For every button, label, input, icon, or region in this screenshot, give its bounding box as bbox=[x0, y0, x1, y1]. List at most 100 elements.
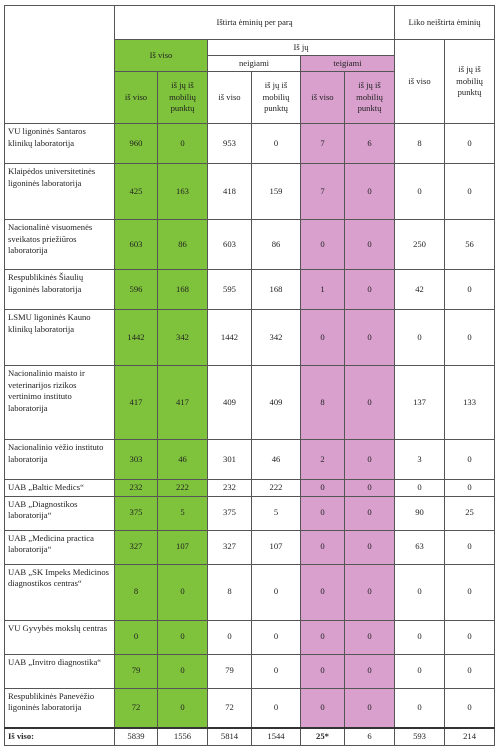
table-cell: 327 bbox=[207, 529, 252, 565]
table-cell: 960 bbox=[114, 123, 158, 164]
table-cell: 0 bbox=[394, 653, 446, 689]
positive-header: teigiami bbox=[299, 55, 396, 72]
table-cell: 25 bbox=[444, 495, 496, 531]
table-cell: 8 bbox=[394, 123, 446, 164]
totals-cell: 6 bbox=[343, 727, 396, 746]
table-cell: 0 bbox=[343, 219, 396, 270]
table-cell: 0 bbox=[343, 529, 396, 565]
table-cell: 222 bbox=[251, 479, 301, 497]
table-cell: 0 bbox=[343, 365, 396, 440]
table-cell: 79 bbox=[114, 653, 158, 689]
table-cell: 0 bbox=[300, 619, 345, 655]
table-cell: 0 bbox=[251, 687, 301, 729]
table-cell: 7 bbox=[300, 123, 345, 164]
table-cell: 0 bbox=[343, 687, 396, 729]
table-row: UAB „Diagnostikos laboratorija“ 375 5 375 5 0… bbox=[4, 495, 496, 531]
table-cell: 250 bbox=[394, 219, 446, 270]
table-cell: 0 bbox=[251, 563, 301, 621]
table-cell: 79 bbox=[207, 653, 252, 689]
table-cell: 8 bbox=[207, 563, 252, 621]
totals-label: Iš viso: bbox=[4, 727, 115, 746]
table-cell: 0 bbox=[300, 309, 345, 366]
negative-header: neigiami bbox=[207, 55, 301, 72]
table-cell: 303 bbox=[114, 439, 158, 480]
table-cell: 0 bbox=[394, 687, 446, 729]
table-cell: 327 bbox=[114, 529, 158, 565]
table-cell: 46 bbox=[251, 439, 301, 480]
table-cell: 86 bbox=[251, 219, 301, 270]
table-cell: 0 bbox=[251, 619, 301, 655]
table-cell: 0 bbox=[394, 619, 446, 655]
table-cell: 0 bbox=[444, 269, 496, 310]
table-cell: 0 bbox=[114, 619, 158, 655]
mobile-col-header: iš jų iš mobilių punktų bbox=[157, 71, 208, 124]
table-row: Nacionalinio vėžio instituto laboratorij… bbox=[4, 439, 496, 480]
table-cell: 168 bbox=[251, 269, 301, 310]
table-cell: 0 bbox=[343, 479, 396, 497]
tested-header: Ištirta ėminių per parą bbox=[113, 5, 396, 40]
table-cell: 86 bbox=[157, 219, 208, 270]
lab-results-table: Ištirta ėminių per parą Liko neištirta ė… bbox=[4, 5, 496, 746]
table-cell: 72 bbox=[207, 687, 252, 729]
table-cell: 1442 bbox=[114, 309, 158, 366]
table-cell: 46 bbox=[157, 439, 208, 480]
table-cell: 5 bbox=[251, 495, 301, 531]
table-row: VU ligoninės Santaros klinikų laboratori… bbox=[4, 123, 496, 164]
table-cell: 3 bbox=[394, 439, 446, 480]
table-cell: 0 bbox=[343, 619, 396, 655]
total-group-header: Iš viso bbox=[114, 39, 208, 72]
table-row: Klaipėdos universitetinės ligoninės labo… bbox=[4, 163, 496, 220]
table-cell: 8 bbox=[114, 563, 158, 621]
totals-cell: 1556 bbox=[157, 727, 208, 746]
table-cell: 0 bbox=[157, 619, 208, 655]
table-cell: 0 bbox=[444, 619, 496, 655]
table-row: UAB „Baltic Medics“ 232 222 232 222 0 0 0 0 bbox=[4, 479, 496, 497]
table-row: VU Gyvybės mokslų centras 0 0 0 0 0 0 0 0 bbox=[4, 619, 496, 655]
table-cell: 0 bbox=[394, 309, 446, 366]
table-cell: 0 bbox=[444, 123, 496, 164]
table-cell: 6 bbox=[343, 123, 396, 164]
neg-mobile-col-header: iš jų iš mobilių punktų bbox=[251, 71, 301, 124]
table-cell: 168 bbox=[157, 269, 208, 310]
table-cell: 137 bbox=[394, 365, 446, 440]
table-row: UAB „Invitro diagnostika“ 79 0 79 0 0 0 0 0 bbox=[4, 653, 496, 689]
table-cell: 1 bbox=[300, 269, 345, 310]
totals-row: Iš viso: 5839 1556 5814 1544 25* 6 593 214 bbox=[4, 727, 496, 746]
row-label: Nacionalinė visuomenės sveikatos priežiū… bbox=[4, 219, 115, 270]
table-cell: 42 bbox=[394, 269, 446, 310]
table-cell: 0 bbox=[300, 687, 345, 729]
table-cell: 5 bbox=[157, 495, 208, 531]
pos-total-col-header: iš viso bbox=[300, 71, 345, 124]
untested-header: Liko neištirta ėminių bbox=[394, 5, 496, 40]
table-cell: 1442 bbox=[207, 309, 252, 366]
table-cell: 7 bbox=[300, 163, 345, 220]
row-label: UAB „Baltic Medics“ bbox=[4, 479, 115, 497]
row-label: Respublikinės Šiaulių ligoninės laborato… bbox=[4, 269, 115, 310]
table-cell: 232 bbox=[114, 479, 158, 497]
table-cell: 0 bbox=[343, 163, 396, 220]
table-cell: 63 bbox=[394, 529, 446, 565]
table-cell: 0 bbox=[444, 653, 496, 689]
totals-cell: 25* bbox=[300, 727, 345, 746]
table-cell: 301 bbox=[207, 439, 252, 480]
table-cell: 0 bbox=[300, 529, 345, 565]
table-cell: 0 bbox=[157, 687, 208, 729]
table-cell: 375 bbox=[114, 495, 158, 531]
totals-cell: 593 bbox=[394, 727, 446, 746]
row-label: UAB „Medicina practica laboratorija“ bbox=[4, 529, 115, 565]
table-cell: 0 bbox=[444, 563, 496, 621]
table-cell: 90 bbox=[394, 495, 446, 531]
table-row: UAB „SK Impeks Medicinos diagnostikos ce… bbox=[4, 563, 496, 621]
table-cell: 342 bbox=[251, 309, 301, 366]
table-cell: 0 bbox=[300, 563, 345, 621]
table-cell: 0 bbox=[394, 479, 446, 497]
table-cell: 953 bbox=[207, 123, 252, 164]
table-cell: 0 bbox=[157, 563, 208, 621]
total-col-header: iš viso bbox=[114, 71, 158, 124]
table-row: Nacionalinė visuomenės sveikatos priežiū… bbox=[4, 219, 496, 270]
table-cell: 375 bbox=[207, 495, 252, 531]
table-row: LSMU ligoninės Kauno klinikų laboratorij… bbox=[4, 309, 496, 366]
table-cell: 342 bbox=[157, 309, 208, 366]
table-cell: 0 bbox=[300, 495, 345, 531]
table-cell: 8 bbox=[300, 365, 345, 440]
